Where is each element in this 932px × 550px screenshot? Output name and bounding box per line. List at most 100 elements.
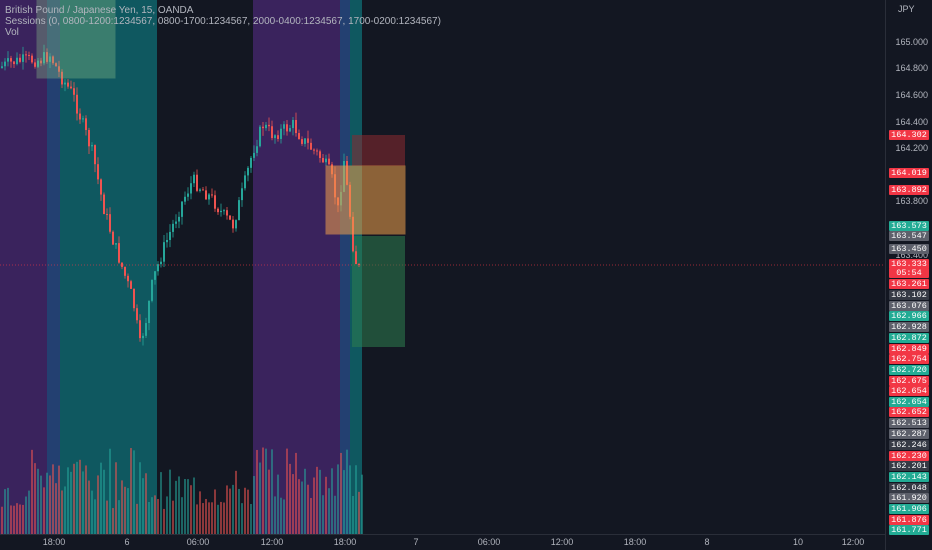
candle-body bbox=[196, 174, 198, 191]
candle-body bbox=[70, 86, 72, 89]
chart-area[interactable]: British Pound / Japanese Yen, 15, OANDA … bbox=[0, 0, 885, 534]
volume-bar bbox=[214, 489, 216, 534]
volume-bar bbox=[148, 501, 150, 534]
candle-body bbox=[181, 201, 183, 217]
volume-bar bbox=[64, 486, 66, 534]
candle-body bbox=[148, 300, 150, 324]
volume-bar bbox=[349, 465, 351, 534]
volume-bar bbox=[88, 480, 90, 534]
candle-body bbox=[265, 124, 267, 129]
volume-bar bbox=[286, 448, 288, 534]
volume-bar bbox=[328, 488, 330, 534]
volume-bar bbox=[58, 465, 60, 534]
candle-body bbox=[247, 167, 249, 176]
volume-bar bbox=[271, 449, 273, 534]
candle-body bbox=[85, 118, 87, 131]
price-tag: 161.906 bbox=[889, 504, 929, 514]
candle-body bbox=[226, 210, 228, 216]
candle-body bbox=[142, 335, 144, 339]
volume-bar bbox=[118, 500, 120, 534]
price-tag: 163.892 bbox=[889, 185, 929, 195]
candle-body bbox=[88, 130, 90, 147]
candle-body bbox=[301, 139, 303, 144]
currency-label: JPY bbox=[898, 4, 915, 14]
session-band bbox=[340, 0, 350, 534]
symbol-title[interactable]: British Pound / Japanese Yen, 15, OANDA bbox=[5, 5, 194, 16]
candle-body bbox=[280, 128, 282, 139]
candle-body bbox=[322, 157, 324, 163]
price-tag: 162.849 bbox=[889, 344, 929, 354]
candle-body bbox=[199, 189, 201, 191]
volume-bar bbox=[280, 497, 282, 534]
price-tag: 162.754 bbox=[889, 354, 929, 364]
volume-bar bbox=[169, 469, 171, 534]
volume-bar bbox=[232, 484, 234, 534]
volume-bar bbox=[226, 485, 228, 534]
candle-body bbox=[7, 58, 9, 62]
volume-bar bbox=[361, 474, 363, 534]
volume-bar bbox=[253, 476, 255, 534]
price-tag: 162.928 bbox=[889, 322, 929, 332]
volume-bar bbox=[61, 490, 63, 534]
volume-bar bbox=[274, 496, 276, 534]
volume-bar bbox=[307, 484, 309, 534]
price-chart[interactable] bbox=[0, 0, 885, 534]
price-tick-label: 164.800 bbox=[895, 63, 928, 73]
candle-body bbox=[37, 60, 39, 67]
candle-body bbox=[61, 71, 63, 85]
chart-legend[interactable]: British Pound / Japanese Yen, 15, OANDA … bbox=[5, 5, 441, 38]
candle-body bbox=[64, 82, 66, 85]
volume-bar bbox=[97, 475, 99, 534]
volume-bar bbox=[55, 483, 57, 534]
price-tag: 163.261 bbox=[889, 279, 929, 289]
volume-bar bbox=[235, 470, 237, 534]
volume-indicator-label[interactable]: Vol bbox=[5, 27, 19, 38]
time-tick-label: 06:00 bbox=[186, 537, 210, 547]
volume-bar bbox=[34, 463, 36, 534]
candle-body bbox=[328, 158, 330, 165]
volume-bar bbox=[100, 462, 102, 534]
price-tag: 162.720 bbox=[889, 365, 929, 375]
time-tick-label: 18:00 bbox=[333, 537, 357, 547]
price-axis[interactable]: JPY 165.000 164.800 164.600 164.400 164.200 1… bbox=[885, 0, 932, 550]
volume-bar bbox=[94, 499, 96, 534]
volume-bar bbox=[10, 505, 12, 534]
time-axis[interactable]: 18:00 6 06:00 12:00 18:00 7 06:00 12:00 18:00 8 10… bbox=[0, 534, 885, 550]
candle-body bbox=[43, 52, 45, 64]
volume-bar bbox=[343, 470, 345, 534]
candle-body bbox=[130, 281, 132, 289]
volume-bar bbox=[40, 475, 42, 534]
candle-body bbox=[154, 271, 156, 280]
volume-bar bbox=[13, 505, 15, 534]
price-tag: 05:54 bbox=[889, 268, 929, 278]
candle-body bbox=[91, 145, 93, 147]
volume-bar bbox=[247, 489, 249, 534]
candle-body bbox=[166, 239, 168, 243]
volume-bar bbox=[82, 471, 84, 534]
volume-bar bbox=[325, 476, 327, 534]
volume-bar bbox=[289, 463, 291, 534]
candle-body bbox=[250, 157, 252, 168]
volume-bar bbox=[70, 471, 72, 534]
volume-bar bbox=[262, 447, 264, 534]
range-box bbox=[36, 0, 116, 79]
volume-bar bbox=[127, 488, 129, 534]
volume-bar bbox=[154, 495, 156, 534]
candle-body bbox=[28, 54, 30, 56]
volume-bar bbox=[244, 487, 246, 534]
candle-body bbox=[124, 266, 126, 276]
candle-body bbox=[103, 194, 105, 215]
price-tick-label: 164.600 bbox=[895, 90, 928, 100]
position-stop-zone bbox=[352, 135, 405, 166]
candle-body bbox=[106, 214, 108, 216]
candle-body bbox=[235, 220, 237, 229]
candle-body bbox=[145, 323, 147, 336]
volume-bar bbox=[217, 504, 219, 534]
candle-body bbox=[259, 126, 261, 147]
volume-bar bbox=[202, 503, 204, 534]
volume-bar bbox=[91, 490, 93, 534]
price-tag: 162.513 bbox=[889, 418, 929, 428]
sessions-indicator-label[interactable]: Sessions (0, 0800-1200:1234567, 0800-170… bbox=[5, 16, 441, 27]
volume-bar bbox=[76, 461, 78, 534]
candle-body bbox=[220, 210, 222, 213]
